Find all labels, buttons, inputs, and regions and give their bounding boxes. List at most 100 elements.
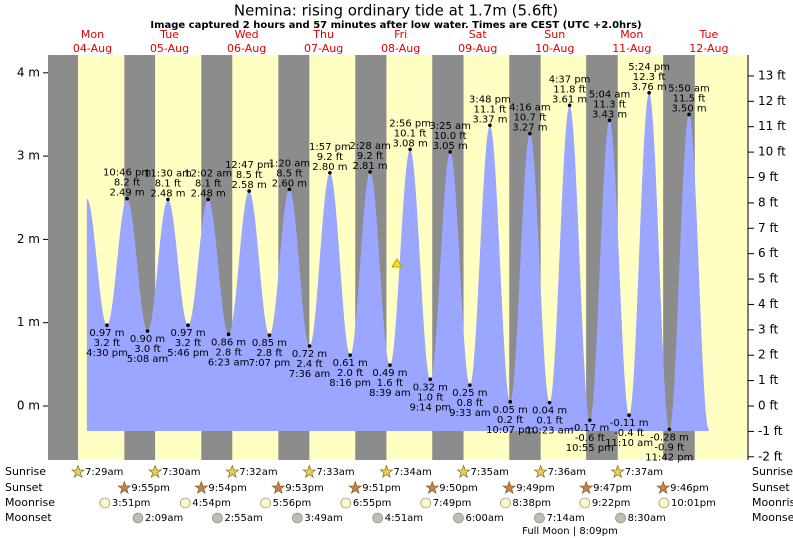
tide-time: 11:42 pm: [645, 452, 693, 463]
right-tick-label: 8 ft: [758, 195, 778, 209]
left-tick-label: 3 m: [17, 149, 40, 163]
icon: [379, 464, 394, 478]
tide-m: 2.48 m: [150, 188, 185, 199]
right-tick-label: -1 ft: [758, 424, 783, 438]
right-tick-label: 2 ft: [758, 348, 778, 362]
tide-m: 2.60 m: [272, 178, 307, 189]
tide-ft: 9.2 ft: [317, 152, 343, 163]
icon: [70, 464, 86, 478]
tide-time: 7:36 am: [289, 369, 331, 380]
tide-time: 5:46 pm: [167, 348, 209, 359]
row-time: 10:01pm: [671, 498, 716, 509]
tide-time: 9:33 am: [449, 408, 491, 419]
tide-point: [448, 150, 452, 154]
tide-time: 10:55 pm: [566, 443, 614, 454]
tide-ft: 10.7 ft: [514, 113, 547, 124]
row-time: 9:54pm: [208, 483, 247, 494]
left-tick-label: 2 m: [17, 232, 40, 246]
icon: [579, 497, 591, 509]
row-time: 7:14am: [546, 513, 584, 524]
tide-curve: [86, 92, 709, 431]
tide-ft: 8.1 ft: [155, 178, 181, 189]
row-time: 7:37am: [625, 467, 663, 478]
right-tick-label: 6 ft: [758, 246, 778, 260]
row-time: 2:55am: [224, 513, 262, 524]
tide-m: -0.28 m: [650, 432, 689, 443]
tide-ft: 0.1 ft: [536, 416, 562, 427]
date: 10-Aug: [535, 42, 574, 55]
icon: [132, 512, 144, 524]
row-label: Moonrise: [752, 496, 793, 509]
tide-point: [328, 170, 332, 175]
row-time: 7:35am: [471, 467, 509, 478]
tide-time: 2:56 pm: [389, 118, 431, 129]
icon: [148, 464, 163, 478]
right-tick-label: -2 ft: [758, 449, 783, 463]
tide-m: 3.50 m: [671, 103, 706, 114]
right-tick-label: 7 ft: [758, 221, 778, 235]
tide-point: [508, 400, 512, 404]
tide-m: 0.49 m: [372, 368, 407, 379]
tide-time: 9:14 pm: [409, 402, 451, 413]
tide-point: [528, 131, 532, 136]
tide-m: -0.11 m: [610, 418, 649, 429]
tide-ft: 8.1 ft: [195, 178, 221, 189]
row-label: Moonrise: [5, 496, 55, 509]
tide-m: 0.32 m: [413, 382, 448, 393]
icon: [302, 464, 317, 478]
tide-time: 1:57 pm: [309, 142, 351, 153]
tide-point: [687, 112, 691, 117]
weekday: Mon: [81, 28, 104, 41]
title: Nemina: rising ordinary tide at 1.7m (5.…: [234, 2, 558, 20]
row-time: 5:56pm: [273, 498, 312, 509]
tide-point: [166, 197, 170, 202]
left-tick-label: 0 m: [17, 399, 40, 413]
tide-ft: -0.4 ft: [614, 428, 644, 439]
tide-ft: 11.1 ft: [474, 104, 507, 115]
weekday: Thu: [312, 28, 334, 41]
icon: [502, 480, 517, 494]
tide-point: [428, 377, 433, 382]
tide-time: 5:50 am: [668, 83, 710, 94]
tide-ft: 1.0 ft: [417, 392, 443, 403]
tide-ft: 11.8 ft: [553, 84, 586, 95]
date: 07-Aug: [304, 42, 343, 55]
tide-time: 12:47 pm: [225, 160, 273, 171]
tide-point: [125, 196, 129, 201]
tide-point: [287, 187, 292, 192]
left-tick-label: 4 m: [17, 65, 40, 79]
icon: [194, 480, 209, 494]
row-time: 9:55pm: [131, 483, 170, 494]
icon: [615, 512, 626, 524]
icon: [533, 464, 548, 478]
tide-m: 3.08 m: [393, 138, 428, 149]
tide-ft: 0.2 ft: [497, 415, 523, 426]
row-time: 9:22pm: [592, 498, 631, 509]
night-band: [48, 55, 79, 460]
row-time: 7:36am: [548, 467, 586, 478]
icon: [500, 497, 511, 509]
row-time: 6:00am: [465, 513, 503, 524]
right-tick-label: 13 ft: [758, 68, 786, 82]
row-time: 9:46pm: [670, 483, 709, 494]
row-time: 6:55pm: [353, 498, 392, 509]
tide-time: 4:37 pm: [549, 74, 591, 85]
row-label: Sunrise: [752, 465, 793, 478]
weekday: Mon: [620, 28, 643, 41]
tide-ft: 0.8 ft: [457, 398, 483, 409]
tide-time: 5:04 am: [589, 89, 631, 100]
current-marker: [391, 258, 403, 268]
tide-time: 10:07 pm: [486, 425, 534, 436]
row-time: 4:54pm: [192, 498, 231, 509]
tide-time: 5:24 pm: [628, 62, 670, 73]
right-tick-label: 1 ft: [758, 373, 778, 387]
tide-m: 0.97 m: [170, 328, 205, 339]
tide-m: 3.37 m: [472, 114, 507, 125]
row-time: 7:30am: [162, 467, 200, 478]
tide-ft: 3.2 ft: [94, 338, 120, 349]
icon: [271, 480, 286, 494]
tide-time: 8:39 am: [369, 388, 411, 399]
tide-ft: 8.2 ft: [114, 178, 140, 189]
row-time: 2:09am: [145, 513, 183, 524]
tide-m: 3.43 m: [592, 109, 627, 120]
